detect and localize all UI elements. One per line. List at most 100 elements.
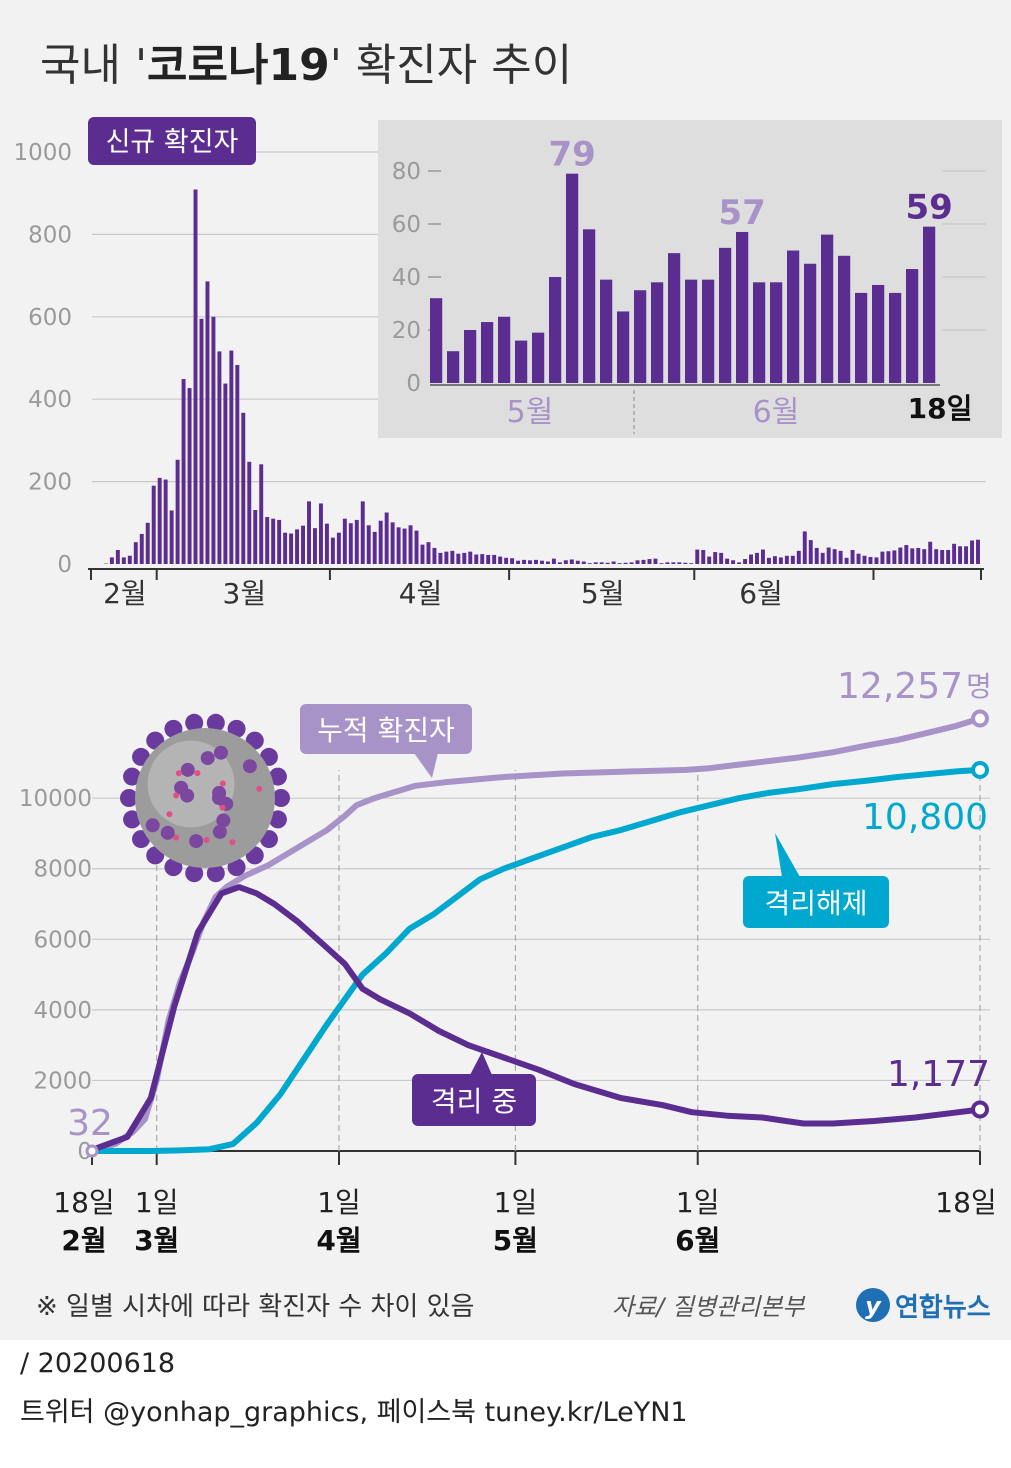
bar-y-tick-label: 200 <box>28 470 72 496</box>
bar <box>701 549 706 564</box>
bar <box>976 539 980 564</box>
bar <box>241 412 246 564</box>
bar <box>802 531 807 564</box>
bar <box>755 552 759 564</box>
virus-spike <box>206 713 225 732</box>
bar <box>790 555 795 564</box>
bar <box>766 557 771 564</box>
bar <box>605 562 610 564</box>
isolated-badge-label: 격리 중 <box>431 1085 517 1118</box>
bar <box>522 559 527 564</box>
inset-bar <box>719 247 732 383</box>
bar <box>217 351 222 564</box>
inset-bar <box>464 330 477 383</box>
line-y-tick-label: 8000 <box>33 857 92 883</box>
bar <box>784 555 789 564</box>
bar <box>211 316 216 564</box>
chart-title: 국내 '코로나19' 확진자 추이 <box>40 40 572 91</box>
virus-dot <box>194 770 201 777</box>
bar <box>456 553 461 564</box>
bar <box>528 560 532 564</box>
virus-spike <box>185 713 204 732</box>
line-x-month-label: 3월 <box>134 1224 179 1257</box>
virus-spike <box>268 810 287 829</box>
bar <box>958 546 963 564</box>
bar <box>175 459 180 564</box>
bar <box>653 558 658 564</box>
bar <box>599 562 604 564</box>
bar <box>964 546 969 564</box>
virus-spike <box>164 719 183 738</box>
line-chart-labels: 12,257 명 32 10,800 1,177 <box>67 666 992 1144</box>
bar-month-label: 3월 <box>223 577 267 610</box>
bar <box>910 548 915 564</box>
virus-spot <box>213 745 228 760</box>
bar <box>516 560 521 564</box>
virus-spot <box>212 785 227 800</box>
bar <box>462 552 467 564</box>
bar <box>563 560 568 564</box>
inset-end-label: 18일 <box>908 392 973 425</box>
bar <box>886 551 891 564</box>
line-x-day-label: 1일 <box>135 1186 179 1219</box>
bar <box>922 549 927 564</box>
bar <box>587 563 592 564</box>
inset-y-tick-label: 80 <box>392 159 421 185</box>
inset-bar <box>430 298 443 383</box>
bar <box>283 532 288 564</box>
virus-spike <box>206 864 225 883</box>
series-end-marker <box>971 1100 989 1119</box>
bar <box>713 552 718 564</box>
inset-bar <box>617 311 630 383</box>
inset-bar <box>736 231 749 383</box>
bar <box>772 556 777 564</box>
bar <box>366 525 371 564</box>
virus-spot <box>212 824 227 839</box>
new-cases-badge: 신규 확진자 <box>88 117 256 165</box>
bar <box>928 541 933 564</box>
bar <box>348 523 353 564</box>
bar <box>778 557 783 564</box>
bar <box>402 528 407 564</box>
released-badge-label: 격리해제 <box>764 887 867 920</box>
inset-y-tick-label: 60 <box>392 212 421 238</box>
bar <box>277 519 282 564</box>
bar-month-label: 4월 <box>399 577 443 610</box>
line-x-month-label: 5월 <box>493 1224 538 1257</box>
inset-bar <box>566 173 579 383</box>
line-x-day-label: 18일 <box>935 1186 996 1219</box>
virus-dot <box>173 792 180 799</box>
bar <box>432 547 437 564</box>
inset-bar <box>923 226 936 383</box>
bar <box>611 561 616 564</box>
bar <box>898 547 903 564</box>
virus-spike <box>227 858 246 877</box>
bar <box>247 461 252 564</box>
virus-spot <box>242 759 257 774</box>
inset-bar <box>855 292 868 383</box>
bar-month-label: 6월 <box>739 577 783 610</box>
bar <box>295 529 300 564</box>
inset-bar <box>651 282 664 383</box>
isolated-line <box>89 884 983 1153</box>
line-chart-y-ticks: 0 2000 4000 6000 8000 10000 <box>19 786 92 1165</box>
virus-spike <box>272 789 290 807</box>
bar <box>121 557 126 564</box>
bar <box>354 519 359 564</box>
bar <box>193 189 198 564</box>
bar-month-label: 2월 <box>103 577 147 610</box>
bar <box>970 540 974 564</box>
inset-x-axis: 5월 6월 18일 <box>430 384 973 434</box>
bar <box>671 562 676 564</box>
note-text: ※ 일별 시차에 따라 확진자 수 차이 있음 <box>36 1292 474 1322</box>
bar <box>731 560 736 564</box>
virus-dot <box>166 811 173 818</box>
bar <box>504 557 509 564</box>
virus-dot <box>229 839 236 846</box>
virus-dot <box>173 834 180 841</box>
cumulative-badge: 누적 확진자 <box>300 704 472 778</box>
bar <box>719 552 724 564</box>
inset-bar <box>889 292 902 383</box>
bar <box>862 555 867 564</box>
bar-y-tick-label: 400 <box>28 387 72 413</box>
